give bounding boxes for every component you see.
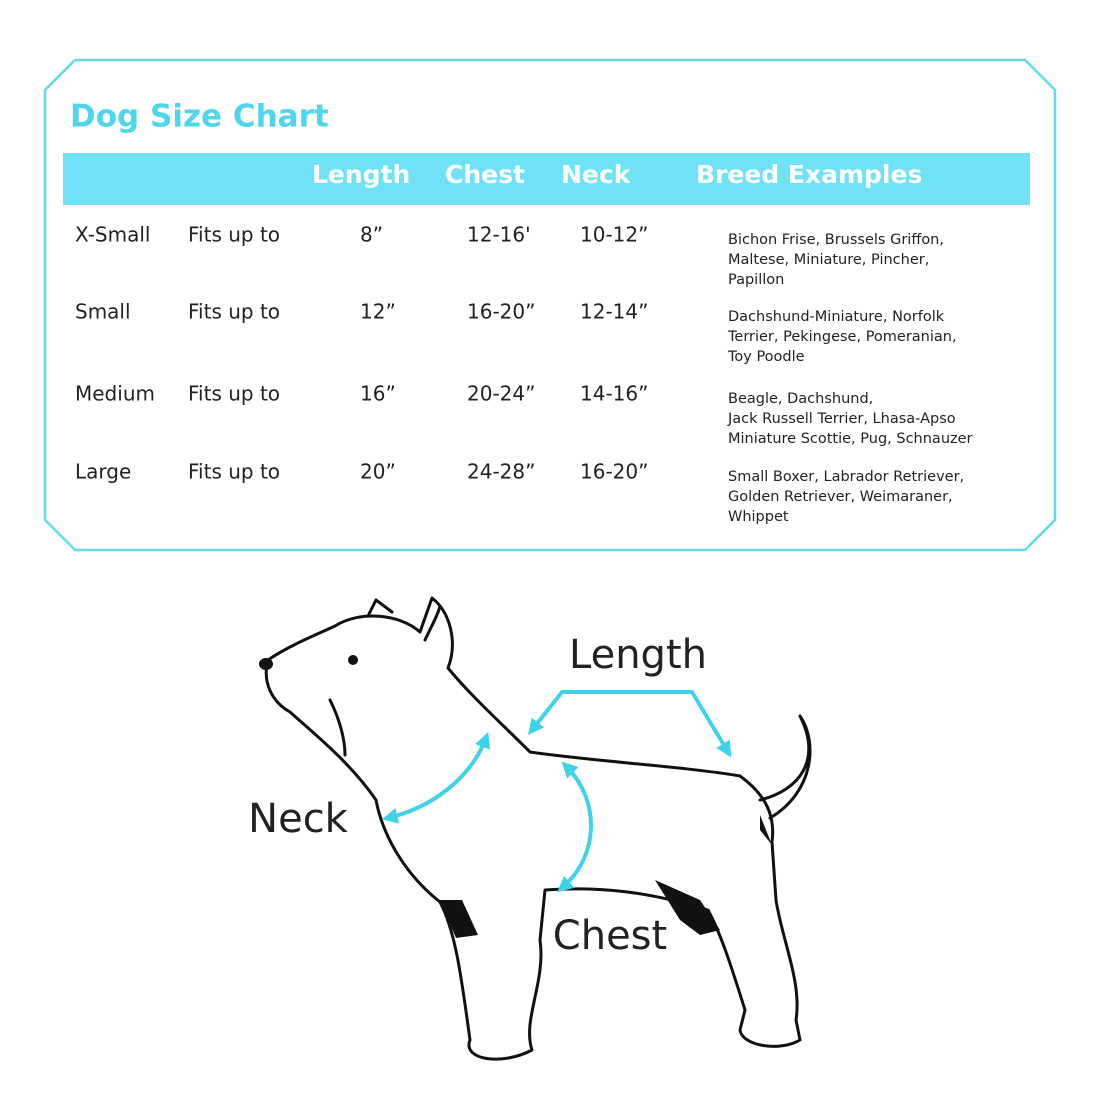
breed-line: Toy Poodle bbox=[727, 349, 805, 365]
column-header: Neck bbox=[561, 160, 632, 189]
title: Dog Size Chart bbox=[70, 99, 329, 135]
neck-arrow bbox=[381, 732, 491, 824]
breed-line: Golden Retriever, Weimaraner, bbox=[728, 489, 953, 505]
chest-label: Chest bbox=[553, 913, 667, 959]
cell-neck: 16-20” bbox=[580, 460, 648, 484]
length-label: Length bbox=[569, 632, 707, 678]
cell-fit: Fits up to bbox=[188, 223, 280, 247]
breed-line: Jack Russell Terrier, Lhasa-Apso bbox=[727, 411, 956, 427]
column-header: Length bbox=[312, 160, 410, 189]
breed-line: Bichon Frise, Brussels Griffon, bbox=[728, 232, 944, 248]
cell-chest: 12-16' bbox=[467, 223, 531, 247]
column-header: Chest bbox=[445, 160, 525, 189]
cell-neck: 14-16” bbox=[580, 382, 648, 406]
cell-length: 8” bbox=[360, 223, 383, 247]
cell-size: Small bbox=[75, 300, 131, 324]
length-arrow bbox=[528, 690, 732, 758]
breed-line: Papillon bbox=[728, 272, 784, 288]
cell-neck: 10-12” bbox=[580, 223, 648, 247]
cell-size: Large bbox=[75, 460, 131, 484]
header-band bbox=[63, 153, 1030, 205]
breed-line: Beagle, Dachshund, bbox=[728, 391, 873, 407]
cell-fit: Fits up to bbox=[188, 300, 280, 324]
breed-line: Whippet bbox=[728, 509, 789, 525]
cell-length: 16” bbox=[360, 382, 396, 406]
cell-fit: Fits up to bbox=[188, 382, 280, 406]
cell-fit: Fits up to bbox=[188, 460, 280, 484]
breed-line: Miniature Scottie, Pug, Schnauzer bbox=[728, 431, 973, 447]
table-frame bbox=[43, 58, 1057, 552]
breed-line: Dachshund-Miniature, Norfolk bbox=[728, 309, 945, 325]
cell-length: 12” bbox=[360, 300, 396, 324]
cell-length: 20” bbox=[360, 460, 396, 484]
dog-illustration bbox=[259, 596, 812, 1061]
cell-chest: 24-28” bbox=[467, 460, 535, 484]
cell-size: Medium bbox=[75, 382, 155, 406]
breed-line: Small Boxer, Labrador Retriever, bbox=[728, 469, 964, 485]
cell-neck: 12-14” bbox=[580, 300, 648, 324]
table: Length Chest Neck Breed Examples X-Small Fits… bbox=[75, 160, 973, 525]
cell-chest: 16-20” bbox=[467, 300, 535, 324]
cell-size: X-Small bbox=[75, 223, 150, 247]
chest-arrow bbox=[557, 761, 593, 893]
breed-line: Terrier, Pekingese, Pomeranian, bbox=[727, 329, 957, 345]
cell-chest: 20-24” bbox=[467, 382, 535, 406]
column-header: Breed Examples bbox=[696, 160, 922, 189]
breed-line: Maltese, Miniature, Pincher, bbox=[728, 252, 929, 268]
neck-label: Neck bbox=[248, 796, 349, 842]
